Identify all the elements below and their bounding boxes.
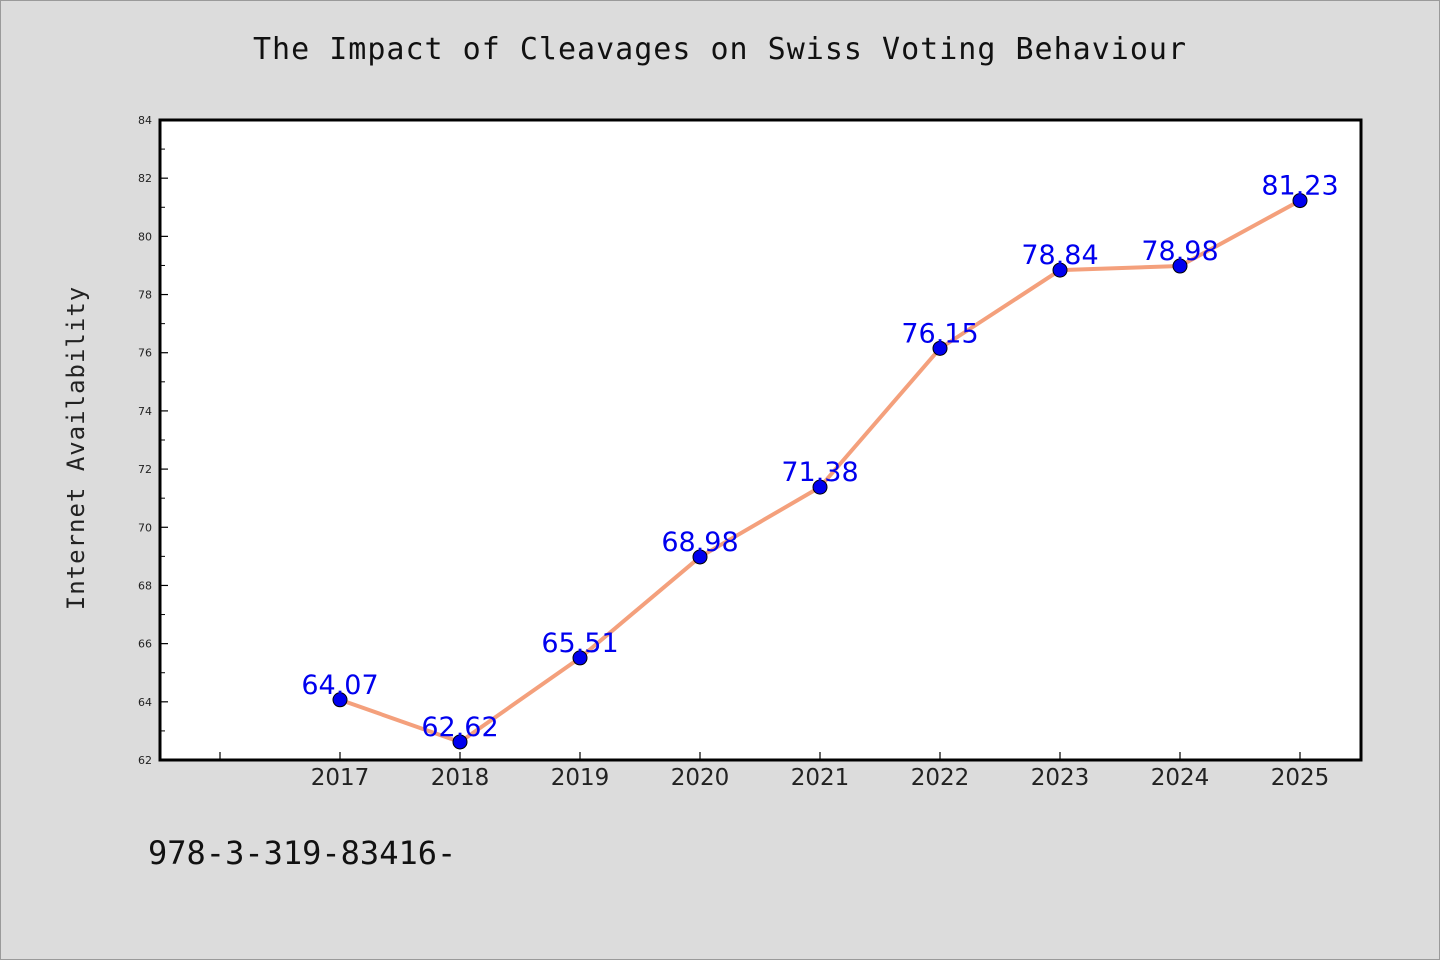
x-tick-label: 2020 — [671, 765, 730, 791]
y-tick-label: 74 — [138, 405, 152, 418]
x-tick-label: 2017 — [311, 765, 370, 791]
data-point — [1292, 193, 1308, 209]
data-label: 81.23 — [1261, 171, 1338, 202]
data-label: 78.98 — [1141, 236, 1218, 267]
y-tick-label: 84 — [138, 114, 152, 127]
data-point — [332, 692, 348, 708]
x-tick-label: 2019 — [551, 765, 610, 791]
isbn-footnote: 978-3-319-83416- — [148, 834, 457, 872]
y-tick-label: 82 — [138, 172, 152, 185]
y-tick-label: 78 — [138, 289, 152, 302]
y-tick-label: 80 — [138, 230, 152, 243]
y-axis: 62 64 66 68 70 72 74 76 78 80 82 84 — [138, 114, 168, 767]
data-label: 76.15 — [901, 318, 978, 349]
data-label: 78.84 — [1021, 240, 1098, 271]
y-tick-label: 62 — [138, 754, 152, 767]
data-label: 64.07 — [301, 670, 378, 701]
series-line-group: 64.07 62.62 65.51 68.98 71.38 76.15 78.84 78.98… — [301, 171, 1339, 750]
x-tick-label: 2024 — [1151, 765, 1210, 791]
x-axis: 2017 2018 2019 2020 2021 2022 2023 2024 2025 — [219, 752, 1330, 791]
x-tick-label: 2023 — [1031, 765, 1090, 791]
y-tick-label: 72 — [138, 463, 152, 476]
y-tick-label: 64 — [138, 696, 152, 709]
data-point — [452, 734, 468, 750]
data-point — [1172, 258, 1188, 274]
data-label: 65.51 — [541, 628, 618, 659]
data-point — [572, 650, 588, 666]
plot-area — [158, 118, 1363, 762]
data-label: 71.38 — [781, 457, 858, 488]
data-point — [692, 549, 708, 565]
y-tick-label: 68 — [138, 579, 152, 592]
data-label: 68.98 — [661, 527, 738, 558]
data-label: 62.62 — [421, 712, 498, 743]
x-tick-label: 2022 — [911, 765, 970, 791]
x-tick-label: 2018 — [431, 765, 490, 791]
data-point — [1052, 262, 1068, 278]
data-point — [812, 479, 828, 495]
data-point — [932, 340, 948, 356]
y-tick-label: 70 — [138, 521, 152, 534]
y-tick-label: 76 — [138, 347, 152, 360]
x-tick-label: 2025 — [1271, 765, 1330, 791]
y-tick-label: 66 — [138, 638, 152, 651]
x-tick-label: 2021 — [791, 765, 850, 791]
chart-title: The Impact of Cleavages on Swiss Voting … — [252, 32, 1187, 67]
